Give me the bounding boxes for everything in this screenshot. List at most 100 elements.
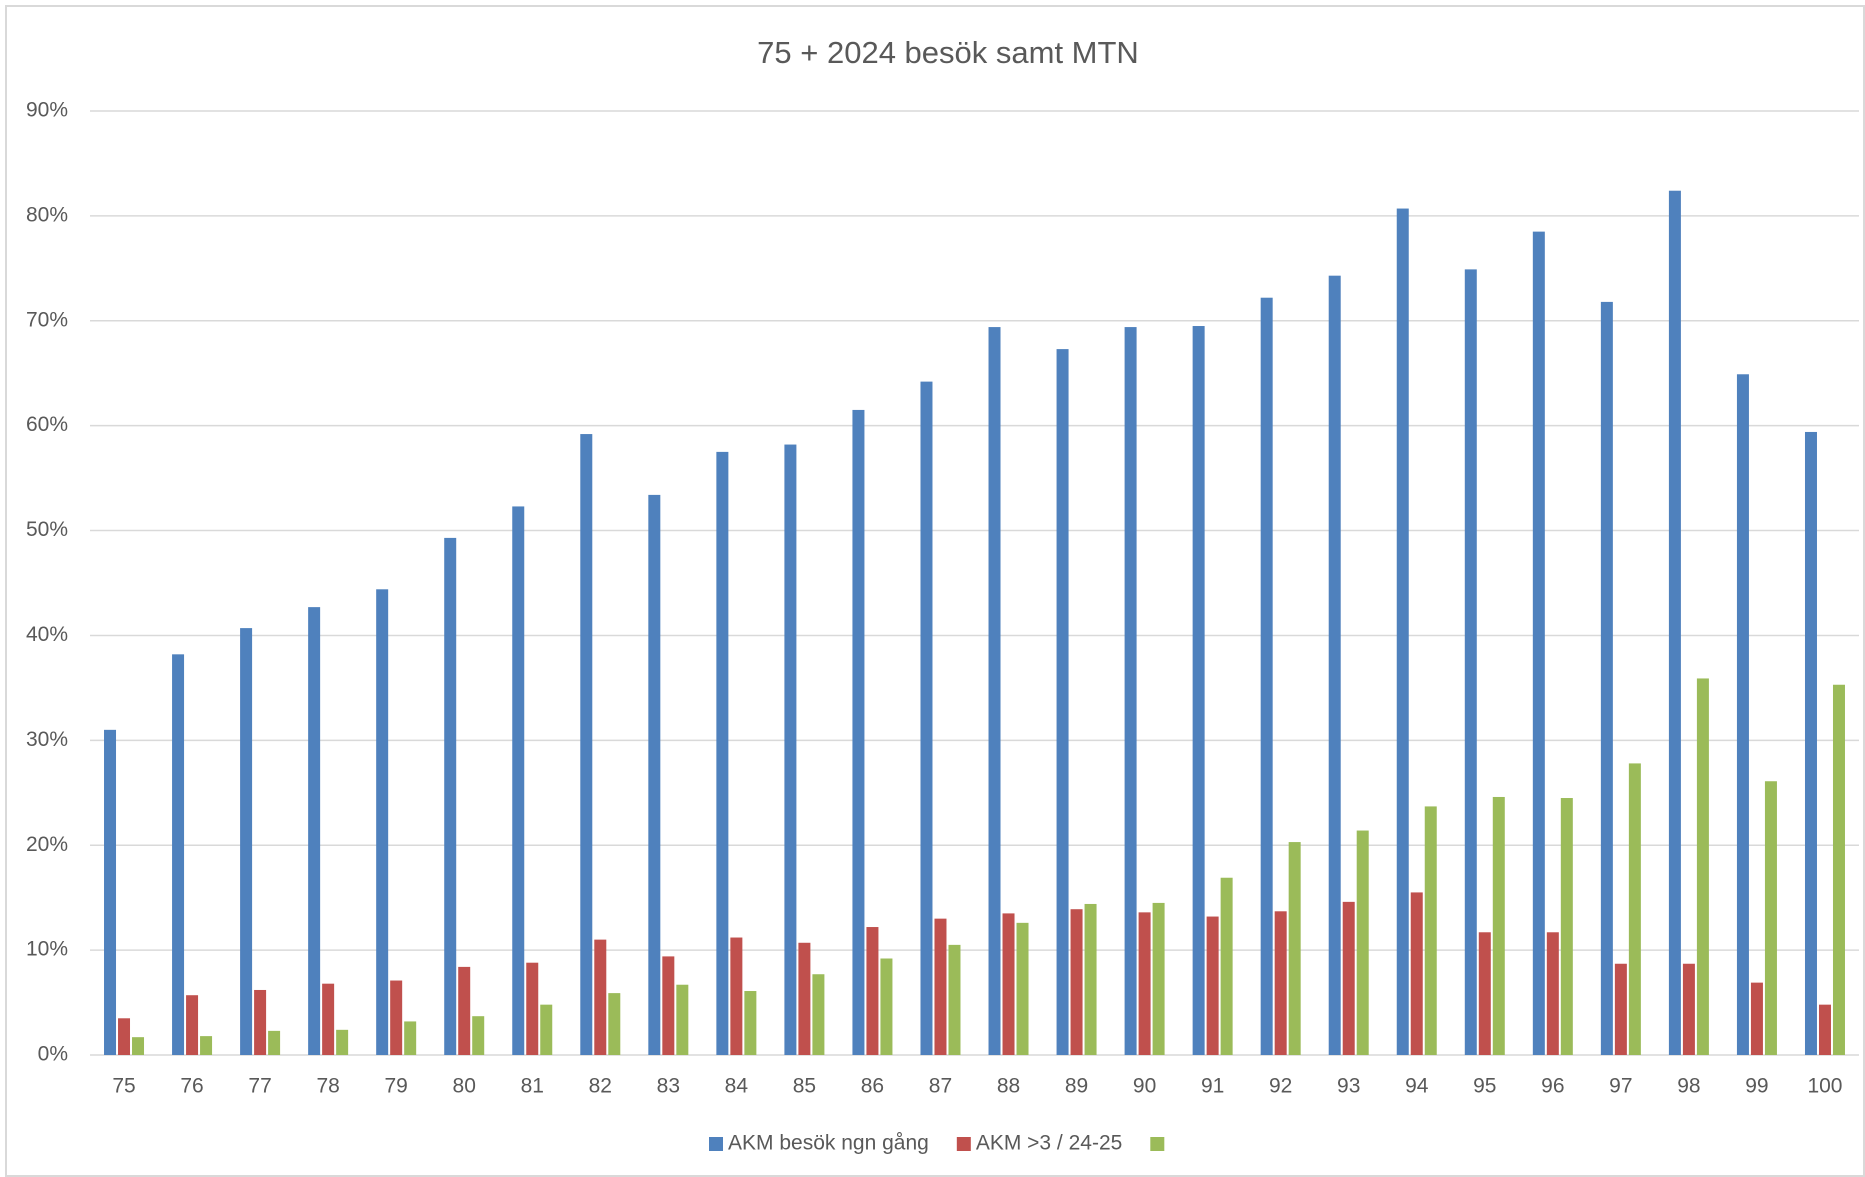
bar — [798, 942, 811, 1055]
x-tick-label: 79 — [384, 1075, 407, 1098]
bar — [676, 984, 689, 1055]
x-tick-label: 97 — [1609, 1075, 1632, 1098]
chart-title: 75 + 2024 besök samt MTN — [757, 35, 1139, 70]
x-tick-label: 85 — [793, 1075, 816, 1098]
bar — [608, 993, 621, 1055]
bar — [458, 966, 471, 1055]
bar — [376, 589, 389, 1055]
bar — [104, 729, 117, 1055]
bar — [1532, 231, 1545, 1056]
x-tick-label: 93 — [1337, 1075, 1360, 1098]
bar — [1328, 275, 1341, 1056]
bar — [472, 1016, 485, 1055]
x-tick-label: 83 — [657, 1075, 680, 1098]
bar — [1220, 877, 1233, 1055]
bar — [444, 537, 457, 1055]
bar — [1696, 678, 1709, 1055]
x-tick-label: 91 — [1201, 1075, 1224, 1098]
x-tick-label: 89 — [1065, 1075, 1088, 1098]
bar — [1764, 781, 1777, 1055]
bar — [118, 1018, 131, 1055]
bar — [1288, 842, 1301, 1055]
bar — [512, 506, 525, 1055]
y-tick-label: 90% — [26, 99, 68, 122]
bar — [1396, 208, 1409, 1056]
bar — [1056, 349, 1069, 1055]
bar — [1560, 798, 1573, 1055]
bar — [948, 944, 961, 1055]
bar — [404, 1021, 417, 1055]
y-tick-label: 20% — [26, 833, 68, 856]
x-tick-label: 76 — [180, 1075, 203, 1098]
bar — [1682, 963, 1695, 1055]
bar — [1832, 684, 1845, 1055]
x-tick-label: 75 — [112, 1075, 135, 1098]
bar — [186, 995, 199, 1055]
bar — [132, 1037, 145, 1055]
x-tick-label: 98 — [1677, 1075, 1700, 1098]
x-tick-label: 90 — [1133, 1075, 1156, 1098]
x-tick-label: 82 — [589, 1075, 612, 1098]
bar — [648, 494, 661, 1056]
bar — [1464, 269, 1477, 1056]
legend-swatch — [709, 1137, 723, 1151]
x-tick-label: 77 — [248, 1075, 271, 1098]
x-tick-label: 94 — [1405, 1075, 1429, 1098]
bar — [200, 1036, 213, 1055]
y-tick-label: 0% — [38, 1043, 68, 1066]
bar — [744, 991, 757, 1055]
bar — [268, 1030, 281, 1055]
bar — [852, 409, 865, 1055]
bar — [1750, 982, 1763, 1055]
legend-label: AKM besök ngn gång — [728, 1132, 929, 1155]
x-tick-label: 86 — [861, 1075, 884, 1098]
bar — [812, 974, 825, 1055]
bar — [254, 989, 267, 1055]
x-tick-label: 78 — [316, 1075, 339, 1098]
x-tick-label: 87 — [929, 1075, 952, 1098]
bar — [1084, 903, 1097, 1055]
bar — [172, 654, 185, 1055]
x-tick-label: 95 — [1473, 1075, 1496, 1098]
legend-swatch — [956, 1137, 971, 1151]
bar — [1342, 901, 1355, 1055]
x-tick-label: 92 — [1269, 1075, 1292, 1098]
bar — [1192, 326, 1205, 1055]
bar — [880, 958, 893, 1055]
bar — [1614, 963, 1627, 1055]
x-tick-label: 80 — [453, 1075, 476, 1098]
x-tick-label: 100 — [1807, 1075, 1842, 1098]
bar — [1736, 374, 1749, 1055]
legend-label: AKM >3 / 24-25 — [976, 1132, 1123, 1155]
bar — [866, 927, 879, 1055]
x-tick-label: 96 — [1541, 1075, 1564, 1098]
bar — [716, 451, 729, 1055]
legend-swatch — [1150, 1137, 1165, 1151]
bar — [1410, 892, 1423, 1055]
bar — [526, 962, 539, 1055]
bar — [580, 434, 593, 1056]
x-tick-label: 81 — [521, 1075, 544, 1098]
bar — [1818, 1004, 1831, 1055]
bar — [662, 956, 675, 1055]
y-tick-label: 50% — [26, 518, 68, 541]
bar — [1424, 806, 1437, 1055]
x-tick-label: 99 — [1745, 1075, 1768, 1098]
bar — [1546, 932, 1559, 1055]
y-tick-label: 30% — [26, 728, 68, 751]
bar — [336, 1029, 349, 1055]
bar — [1356, 830, 1369, 1055]
bar — [1600, 301, 1613, 1055]
y-tick-label: 80% — [26, 203, 68, 226]
bar — [1002, 913, 1015, 1055]
bar — [1804, 431, 1817, 1056]
bar — [1152, 902, 1165, 1055]
x-tick-label: 88 — [997, 1075, 1020, 1098]
y-tick-label: 10% — [26, 938, 68, 961]
bar — [1138, 912, 1151, 1055]
bar — [988, 327, 1001, 1055]
y-tick-label: 40% — [26, 623, 68, 646]
bar — [784, 444, 797, 1056]
bar — [308, 607, 321, 1055]
